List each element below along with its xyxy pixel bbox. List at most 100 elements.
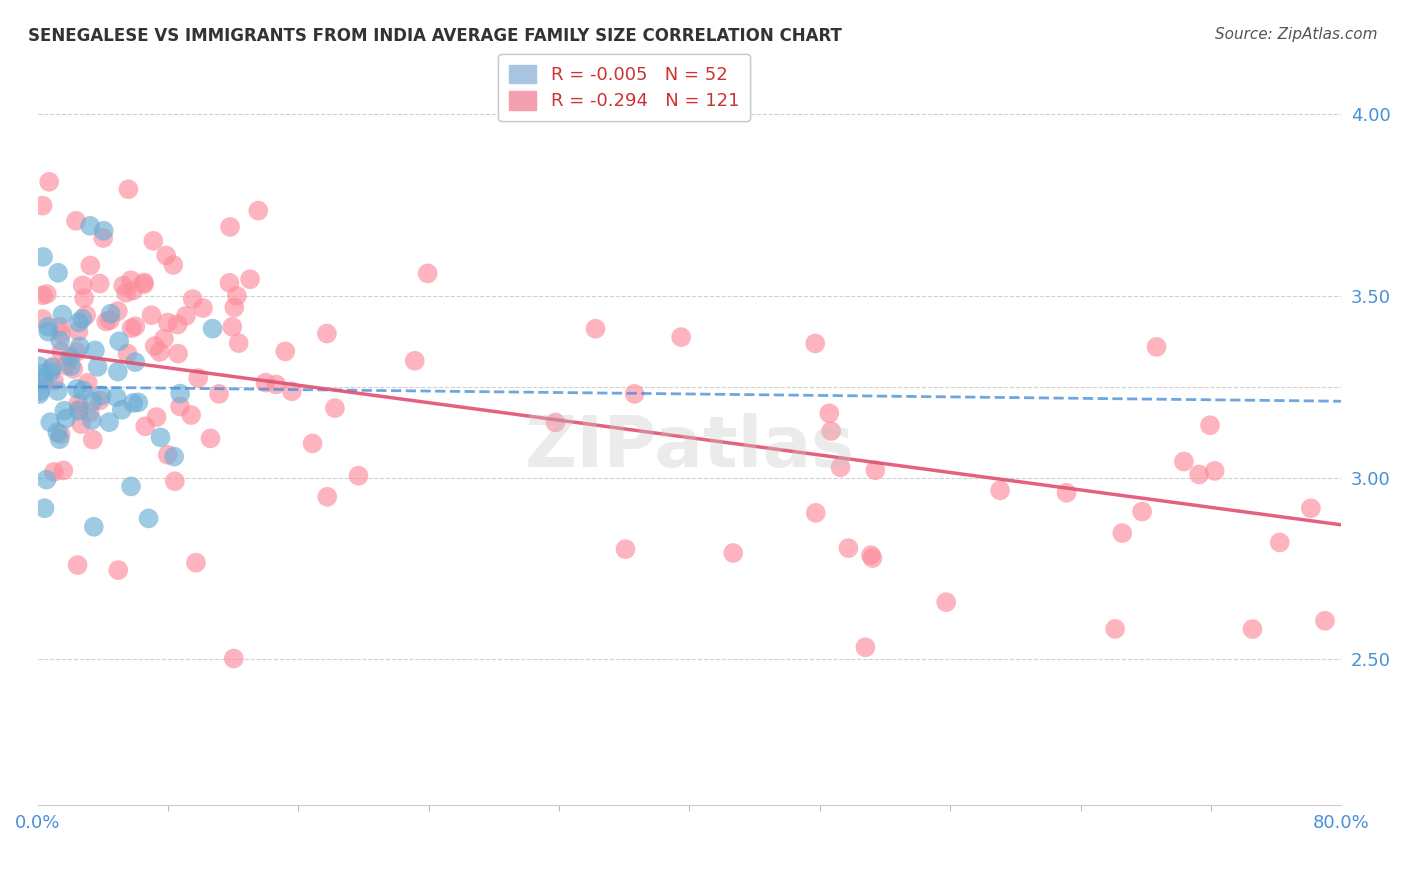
- Immigrants from India: [51, 344, 73, 359]
- Immigrants from India: [820, 424, 842, 438]
- Senegalese: [41, 361, 63, 376]
- Immigrants from India: [142, 234, 165, 248]
- Immigrants from India: [837, 541, 859, 555]
- Senegalese: [48, 432, 70, 446]
- Immigrants from India: [404, 353, 426, 368]
- Senegalese: [46, 266, 69, 280]
- Senegalese: [79, 219, 101, 233]
- Immigrants from India: [115, 285, 138, 300]
- Immigrants from India: [669, 330, 692, 344]
- Immigrants from India: [614, 542, 637, 557]
- Immigrants from India: [1104, 622, 1126, 636]
- Immigrants from India: [1056, 485, 1078, 500]
- Immigrants from India: [862, 551, 884, 566]
- Senegalese: [82, 394, 104, 409]
- Immigrants from India: [41, 359, 63, 374]
- Immigrants from India: [1173, 454, 1195, 468]
- Immigrants from India: [281, 384, 304, 399]
- Immigrants from India: [1299, 501, 1322, 516]
- Immigrants from India: [167, 346, 190, 360]
- Senegalese: [55, 411, 77, 425]
- Immigrants from India: [107, 304, 129, 318]
- Immigrants from India: [67, 325, 90, 339]
- Immigrants from India: [145, 410, 167, 425]
- Immigrants from India: [208, 387, 231, 401]
- Immigrants from India: [42, 465, 65, 479]
- Immigrants from India: [132, 277, 155, 292]
- Immigrants from India: [1241, 622, 1264, 636]
- Immigrants from India: [66, 558, 89, 572]
- Immigrants from India: [804, 506, 827, 520]
- Immigrants from India: [112, 278, 135, 293]
- Senegalese: [163, 450, 186, 464]
- Senegalese: [51, 308, 73, 322]
- Immigrants from India: [141, 308, 163, 322]
- Senegalese: [98, 415, 121, 429]
- Immigrants from India: [79, 259, 101, 273]
- Senegalese: [49, 334, 72, 348]
- Immigrants from India: [153, 332, 176, 346]
- Immigrants from India: [149, 345, 172, 359]
- Immigrants from India: [49, 427, 72, 442]
- Immigrants from India: [75, 308, 97, 322]
- Immigrants from India: [117, 346, 139, 360]
- Senegalese: [67, 316, 90, 330]
- Immigrants from India: [225, 289, 247, 303]
- Immigrants from India: [38, 175, 60, 189]
- Senegalese: [80, 413, 103, 427]
- Senegalese: [72, 384, 94, 398]
- Immigrants from India: [73, 291, 96, 305]
- Senegalese: [93, 224, 115, 238]
- Senegalese: [67, 404, 90, 418]
- Immigrants from India: [156, 316, 179, 330]
- Senegalese: [124, 355, 146, 369]
- Senegalese: [83, 520, 105, 534]
- Senegalese: [84, 343, 107, 358]
- Immigrants from India: [76, 376, 98, 390]
- Immigrants from India: [132, 276, 155, 290]
- Senegalese: [108, 334, 131, 349]
- Immigrants from India: [1146, 340, 1168, 354]
- Immigrants from India: [31, 199, 53, 213]
- Immigrants from India: [122, 284, 145, 298]
- Immigrants from India: [124, 319, 146, 334]
- Immigrants from India: [988, 483, 1011, 498]
- Immigrants from India: [156, 448, 179, 462]
- Immigrants from India: [323, 401, 346, 415]
- Immigrants from India: [134, 419, 156, 434]
- Immigrants from India: [855, 640, 877, 655]
- Immigrants from India: [859, 548, 882, 562]
- Senegalese: [59, 359, 82, 374]
- Senegalese: [28, 359, 51, 374]
- Immigrants from India: [42, 374, 65, 388]
- Senegalese: [46, 384, 69, 398]
- Immigrants from India: [316, 490, 339, 504]
- Immigrants from India: [98, 313, 121, 327]
- Immigrants from India: [31, 312, 53, 326]
- Immigrants from India: [107, 563, 129, 577]
- Senegalese: [59, 350, 82, 364]
- Immigrants from India: [32, 371, 55, 385]
- Senegalese: [122, 396, 145, 410]
- Immigrants from India: [865, 463, 887, 477]
- Immigrants from India: [67, 402, 90, 417]
- Immigrants from India: [55, 359, 77, 373]
- Senegalese: [72, 311, 94, 326]
- Immigrants from India: [65, 214, 87, 228]
- Immigrants from India: [254, 376, 277, 390]
- Senegalese: [138, 511, 160, 525]
- Immigrants from India: [274, 344, 297, 359]
- Immigrants from India: [162, 258, 184, 272]
- Immigrants from India: [166, 318, 188, 332]
- Immigrants from India: [228, 336, 250, 351]
- Immigrants from India: [89, 393, 111, 408]
- Senegalese: [105, 390, 128, 404]
- Immigrants from India: [169, 400, 191, 414]
- Immigrants from India: [120, 273, 142, 287]
- Senegalese: [32, 367, 55, 381]
- Senegalese: [111, 402, 134, 417]
- Immigrants from India: [221, 319, 243, 334]
- Immigrants from India: [163, 475, 186, 489]
- Immigrants from India: [187, 371, 209, 385]
- Immigrants from India: [200, 431, 222, 445]
